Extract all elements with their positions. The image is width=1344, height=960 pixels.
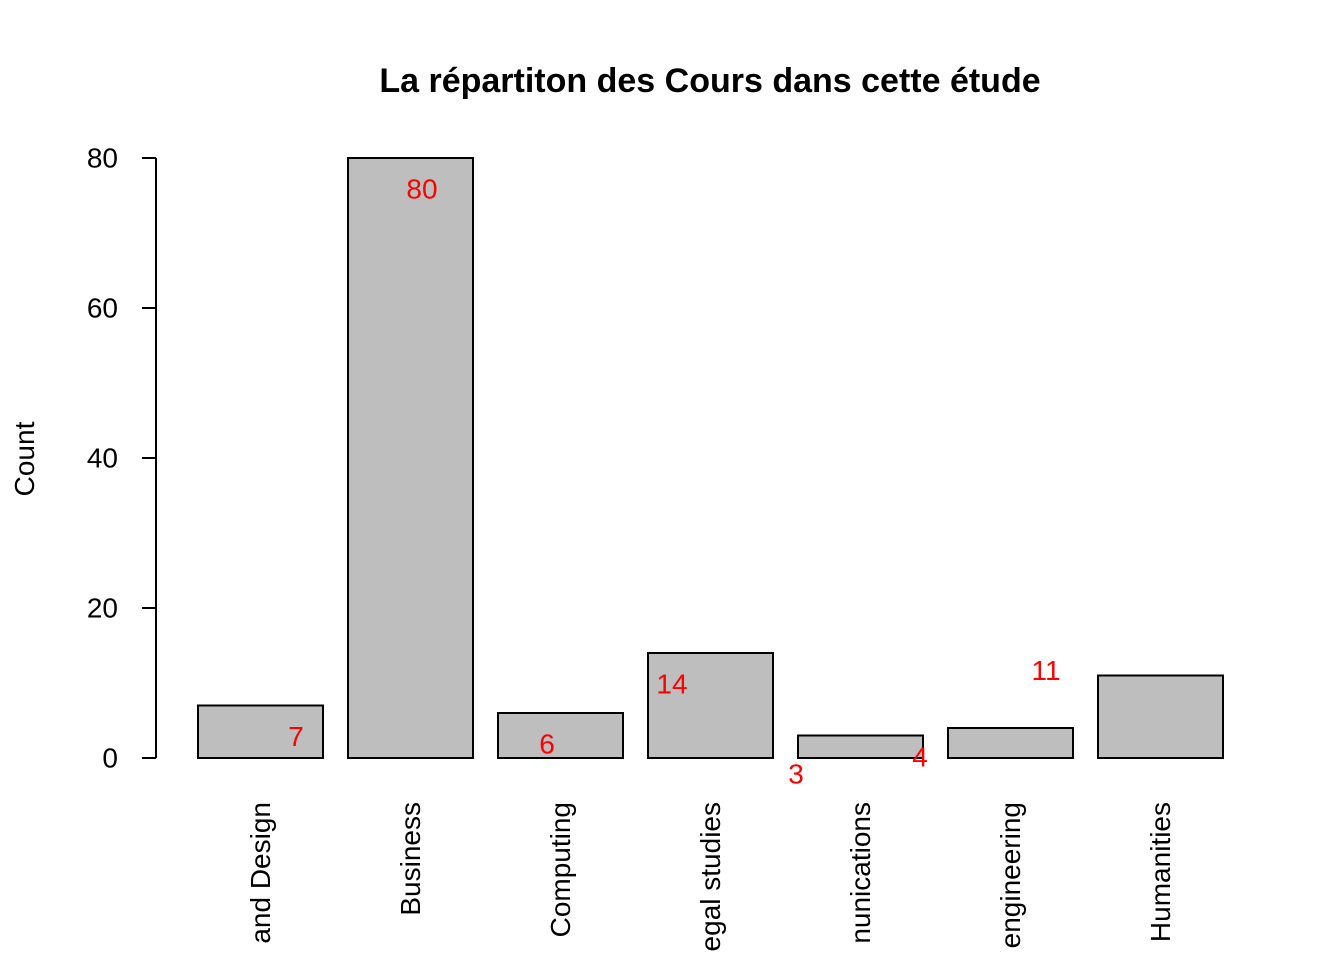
x-tick-label: egal studies bbox=[695, 802, 726, 951]
bar bbox=[647, 652, 774, 759]
bar bbox=[347, 157, 474, 759]
data-label: 80 bbox=[406, 174, 437, 205]
y-tick-label: 40 bbox=[87, 443, 118, 474]
x-tick-label: Computing bbox=[545, 802, 576, 937]
data-label: 4 bbox=[912, 742, 928, 773]
x-tick-label: engineering bbox=[995, 802, 1026, 948]
bar bbox=[947, 727, 1074, 759]
x-tick-label: nunications bbox=[845, 802, 876, 944]
x-tick-label: Business bbox=[395, 802, 426, 916]
chart-title: La répartiton des Cours dans cette étude bbox=[379, 62, 1040, 100]
bar bbox=[197, 704, 324, 759]
y-tick-label: 20 bbox=[87, 593, 118, 624]
y-axis-label: Count bbox=[9, 421, 40, 496]
data-label: 11 bbox=[1031, 655, 1060, 686]
category-labels: and Design Business Computing egal studies n… bbox=[245, 802, 1176, 951]
x-tick-label: and Design bbox=[245, 802, 276, 944]
y-tick-label: 0 bbox=[102, 743, 118, 774]
data-label: 6 bbox=[539, 729, 555, 760]
y-tick-label: 80 bbox=[87, 143, 118, 174]
bar bbox=[797, 734, 924, 759]
y-tick-label: 60 bbox=[87, 293, 118, 324]
bar bbox=[1097, 674, 1224, 759]
data-labels: 7 80 6 14 3 4 11 bbox=[288, 174, 1060, 790]
bars bbox=[197, 157, 1224, 759]
data-label: 7 bbox=[288, 721, 304, 752]
data-label: 14 bbox=[656, 669, 687, 700]
y-axis: 0 20 40 60 80 bbox=[87, 143, 157, 774]
bar bbox=[497, 712, 624, 759]
data-label: 3 bbox=[788, 759, 804, 790]
x-tick-label: Humanities bbox=[1145, 802, 1176, 942]
